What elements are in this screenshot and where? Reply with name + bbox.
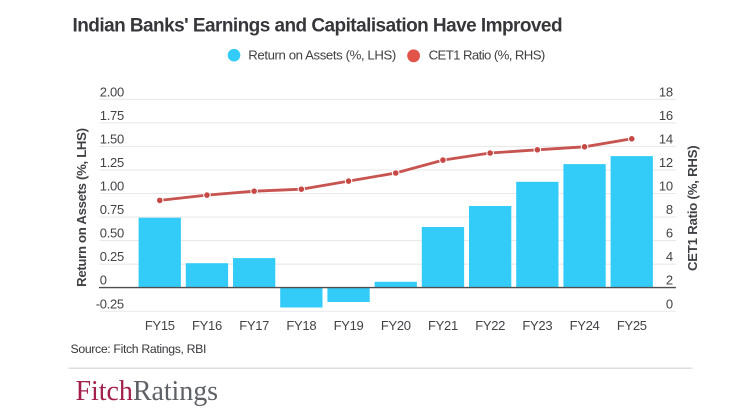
svg-text:0.75: 0.75 <box>100 202 124 217</box>
svg-text:Return on Assets (%, LHS): Return on Assets (%, LHS) <box>248 48 396 63</box>
svg-text:Source: Fitch Ratings, RBI: Source: Fitch Ratings, RBI <box>71 342 207 356</box>
svg-text:0.25: 0.25 <box>100 249 124 264</box>
svg-text:12: 12 <box>659 155 673 170</box>
svg-text:FY17: FY17 <box>239 318 269 333</box>
svg-text:1.50: 1.50 <box>100 131 124 146</box>
svg-text:10: 10 <box>659 179 673 194</box>
svg-text:FY21: FY21 <box>428 318 458 333</box>
svg-text:2: 2 <box>666 273 673 288</box>
svg-text:FY15: FY15 <box>145 318 175 333</box>
svg-text:FY19: FY19 <box>334 318 364 333</box>
svg-text:0: 0 <box>666 296 673 311</box>
svg-text:16: 16 <box>659 108 673 123</box>
svg-text:FY24: FY24 <box>570 318 600 333</box>
svg-text:Indian Banks' Earnings and Cap: Indian Banks' Earnings and Capitalisatio… <box>73 15 563 36</box>
svg-text:2.00: 2.00 <box>100 84 124 99</box>
svg-text:FY23: FY23 <box>522 318 552 333</box>
svg-text:FY20: FY20 <box>381 318 411 333</box>
svg-text:0: 0 <box>100 273 107 288</box>
svg-text:FY16: FY16 <box>192 318 222 333</box>
svg-text:CET1 Ratio (%, RHS): CET1 Ratio (%, RHS) <box>429 48 545 63</box>
svg-text:1.00: 1.00 <box>100 179 124 194</box>
svg-text:18: 18 <box>659 84 673 99</box>
svg-text:0.50: 0.50 <box>100 226 124 241</box>
svg-text:14: 14 <box>659 131 673 146</box>
svg-text:4: 4 <box>666 249 673 264</box>
svg-text:1.75: 1.75 <box>100 108 124 123</box>
svg-text:-0.25: -0.25 <box>96 296 124 311</box>
svg-text:FY18: FY18 <box>286 318 316 333</box>
svg-text:FitchRatings: FitchRatings <box>76 376 219 407</box>
svg-text:6: 6 <box>666 226 673 241</box>
svg-text:CET1 Ratio (%, RHS): CET1 Ratio (%, RHS) <box>685 146 700 272</box>
svg-text:FY22: FY22 <box>475 318 505 333</box>
svg-text:8: 8 <box>666 202 673 217</box>
svg-text:FY25: FY25 <box>617 318 647 333</box>
svg-text:1.25: 1.25 <box>100 155 124 170</box>
svg-text:Return on Assets (%, LHS): Return on Assets (%, LHS) <box>74 128 89 287</box>
